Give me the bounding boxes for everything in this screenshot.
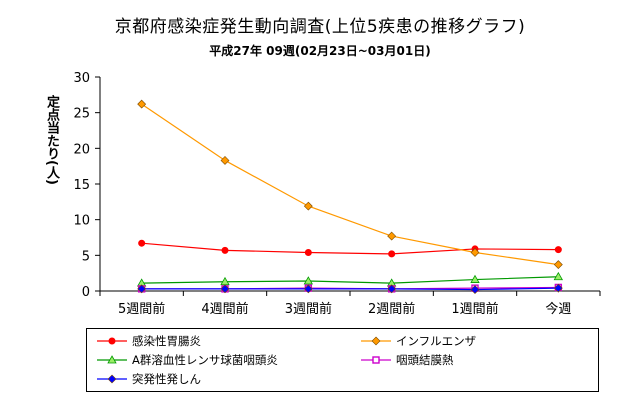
y-tick-label: 25 [73,107,90,122]
legend-label: 咽頭結膜熱 [396,353,454,367]
legend-marker-3 [361,356,391,364]
series-0 [138,239,562,258]
series-line [141,276,559,284]
series-line [141,242,559,255]
y-tick-label: 20 [73,142,90,157]
x-tick-label: 5週間前 [118,301,165,317]
legend-item: インフルエンザ [359,333,476,349]
series-2 [136,271,564,287]
chart-title: 京都府感染症発生動向調査(上位5疾患の推移グラフ) [114,17,526,37]
x-tick-label: 3週間前 [285,301,332,317]
data-point [138,239,146,247]
y-axis-label: 定点当たり(人) [44,95,59,185]
x-tick-label: 2週間前 [368,301,415,317]
data-point [137,99,147,109]
legend-label: 感染性胃腸炎 [132,334,201,348]
x-tick-label: 今週 [545,301,571,317]
data-point [303,276,314,285]
legend-label: A群溶血性レンサ球菌咽頭炎 [132,353,278,367]
legend-symbol [108,337,116,345]
legend-label: インフルエンザ [396,334,477,348]
y-tick-label: 0 [82,285,90,300]
series-line [141,103,559,266]
y-tick-label: 10 [73,214,90,229]
data-point [304,248,312,256]
data-point [554,246,562,254]
legend-symbol [372,356,380,364]
data-point [387,231,397,241]
legend-item: 感染性胃腸炎 [95,333,201,349]
y-axis-label-wrap: 定点当たり(人) [40,95,62,185]
legend-item: 咽頭結膜熱 [359,352,454,368]
data-point [553,283,563,293]
data-point [220,156,230,165]
data-point [470,274,480,283]
chart-subtitle: 平成27年 09週(02月23日~03月01日) [209,44,431,58]
legend: 感染性胃腸炎 インフルエンザ A群溶血性レンサ球菌咽頭炎 咽頭結膜熱 突発性発し… [86,328,599,392]
series-1 [137,99,563,270]
legend-marker-2 [97,355,127,364]
y-tick-label: 15 [73,178,90,193]
legend-item: A群溶血性レンサ球菌咽頭炎 [95,352,278,368]
legend-marker-0 [97,337,127,345]
data-point [303,284,313,294]
y-tick-label: 5 [82,249,90,264]
data-point [220,284,230,294]
legend-symbol [371,336,381,346]
x-tick-label: 4週間前 [201,301,248,317]
legend-symbol [107,355,117,364]
data-point [553,271,564,281]
legend-marker-1 [361,336,391,346]
y-tick-label: 30 [73,71,90,86]
series-line [141,287,559,291]
data-point [303,201,313,211]
legend-item: 突発性発しん [95,371,201,387]
data-point [388,250,396,258]
data-point [387,284,397,294]
legend-symbol [107,374,117,384]
data-point [470,285,480,294]
data-point [137,284,147,294]
data-point [221,246,229,254]
x-tick-label: 1週間前 [451,301,498,317]
data-point [470,248,480,257]
series-4 [137,283,563,294]
legend-label: 突発性発しん [132,372,201,386]
data-point [553,260,563,270]
legend-marker-4 [97,374,127,384]
